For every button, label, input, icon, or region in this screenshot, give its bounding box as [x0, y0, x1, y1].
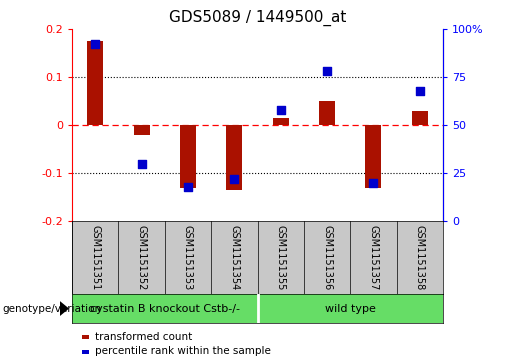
- Text: GSM1151356: GSM1151356: [322, 225, 332, 290]
- Text: GSM1151351: GSM1151351: [90, 225, 100, 290]
- Bar: [72, 294, 258, 323]
- Text: transformed count: transformed count: [95, 332, 193, 342]
- Bar: [258, 294, 443, 323]
- Text: cystatin B knockout Cstb-/-: cystatin B knockout Cstb-/-: [90, 303, 240, 314]
- Bar: [365, 125, 382, 188]
- Polygon shape: [60, 301, 69, 316]
- Bar: [87, 41, 104, 125]
- Point: [230, 176, 238, 182]
- Bar: [411, 111, 428, 125]
- Text: genotype/variation: genotype/variation: [3, 303, 101, 314]
- Text: GSM1151357: GSM1151357: [368, 225, 379, 290]
- Bar: [319, 101, 335, 125]
- Text: GSM1151355: GSM1151355: [276, 225, 286, 290]
- Point: [138, 161, 146, 167]
- Point: [416, 88, 424, 94]
- Text: GSM1151352: GSM1151352: [136, 225, 147, 290]
- Text: GSM1151354: GSM1151354: [229, 225, 239, 290]
- Point: [277, 107, 285, 113]
- Bar: [180, 125, 196, 188]
- Title: GDS5089 / 1449500_at: GDS5089 / 1449500_at: [169, 10, 346, 26]
- Bar: [226, 125, 243, 190]
- Bar: [272, 118, 289, 125]
- Point: [323, 69, 331, 74]
- Text: percentile rank within the sample: percentile rank within the sample: [95, 346, 271, 356]
- Point: [184, 184, 192, 190]
- Text: GSM1151353: GSM1151353: [183, 225, 193, 290]
- Text: wild type: wild type: [325, 303, 375, 314]
- Point: [91, 41, 99, 47]
- Text: GSM1151358: GSM1151358: [415, 225, 425, 290]
- Point: [369, 180, 377, 186]
- Bar: [133, 125, 150, 135]
